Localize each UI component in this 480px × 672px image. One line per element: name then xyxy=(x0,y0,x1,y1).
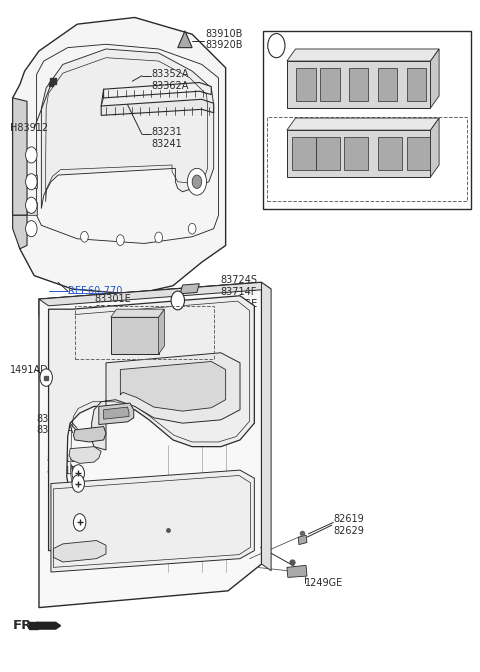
Polygon shape xyxy=(262,282,271,571)
Text: 82315D: 82315D xyxy=(58,507,96,517)
Circle shape xyxy=(192,175,202,188)
Polygon shape xyxy=(180,284,199,294)
Text: 83393A
83394A: 83393A 83394A xyxy=(36,414,74,435)
Polygon shape xyxy=(48,296,254,550)
Polygon shape xyxy=(292,137,316,171)
Polygon shape xyxy=(12,215,27,249)
Polygon shape xyxy=(378,137,402,171)
Polygon shape xyxy=(111,317,158,354)
Polygon shape xyxy=(99,403,134,425)
Text: H83912: H83912 xyxy=(10,123,48,133)
Text: 82619
82629: 82619 82629 xyxy=(333,514,364,536)
Circle shape xyxy=(187,169,206,195)
Polygon shape xyxy=(407,137,431,171)
Polygon shape xyxy=(92,353,240,450)
Polygon shape xyxy=(12,17,226,294)
Circle shape xyxy=(25,174,37,190)
Text: FR.: FR. xyxy=(12,619,37,632)
Text: 82620B
82610B: 82620B 82610B xyxy=(94,382,132,404)
Circle shape xyxy=(72,465,84,482)
Polygon shape xyxy=(287,130,431,177)
Circle shape xyxy=(25,220,37,237)
Circle shape xyxy=(73,513,86,531)
Text: 1249GE: 1249GE xyxy=(220,300,258,310)
Polygon shape xyxy=(178,31,192,48)
Polygon shape xyxy=(27,175,36,188)
Polygon shape xyxy=(321,68,339,101)
Polygon shape xyxy=(12,98,27,215)
Polygon shape xyxy=(287,565,307,577)
Polygon shape xyxy=(431,49,439,108)
Polygon shape xyxy=(36,622,60,629)
Bar xyxy=(267,117,468,200)
Polygon shape xyxy=(73,427,106,442)
Polygon shape xyxy=(39,282,271,306)
Text: 1491AD: 1491AD xyxy=(10,364,49,374)
Circle shape xyxy=(188,223,196,234)
Text: a: a xyxy=(274,40,279,50)
Polygon shape xyxy=(158,309,164,354)
Circle shape xyxy=(25,197,37,213)
Polygon shape xyxy=(39,282,259,316)
Polygon shape xyxy=(344,137,368,171)
Text: 83910B
83920B: 83910B 83920B xyxy=(205,29,243,50)
Polygon shape xyxy=(69,447,101,464)
Text: 93580C: 93580C xyxy=(348,46,386,56)
Polygon shape xyxy=(104,407,129,419)
Circle shape xyxy=(25,147,37,163)
Polygon shape xyxy=(29,622,38,629)
Text: 83231
83241: 83231 83241 xyxy=(152,128,182,149)
Polygon shape xyxy=(41,49,214,208)
Text: 83301E
83302E: 83301E 83302E xyxy=(94,294,131,315)
Text: a: a xyxy=(175,296,180,305)
Polygon shape xyxy=(120,362,226,411)
Polygon shape xyxy=(51,470,254,572)
Text: 83352A
83362A: 83352A 83362A xyxy=(152,69,189,91)
Polygon shape xyxy=(39,282,262,607)
Polygon shape xyxy=(431,118,439,177)
Polygon shape xyxy=(299,535,307,544)
Circle shape xyxy=(171,291,184,310)
Text: (W/SIDE MANUAL): (W/SIDE MANUAL) xyxy=(77,312,153,321)
Text: 82315B
82315A: 82315B 82315A xyxy=(46,454,84,476)
Bar xyxy=(75,306,214,360)
Polygon shape xyxy=(27,202,36,215)
Circle shape xyxy=(40,369,52,386)
Polygon shape xyxy=(287,118,439,130)
Text: 1249LB: 1249LB xyxy=(192,333,229,342)
Polygon shape xyxy=(378,68,397,101)
Circle shape xyxy=(72,475,84,493)
Polygon shape xyxy=(53,540,106,562)
Text: 83610B
83620B: 83610B 83620B xyxy=(80,326,115,345)
Polygon shape xyxy=(297,68,316,101)
Polygon shape xyxy=(111,309,164,317)
Polygon shape xyxy=(349,68,368,101)
Circle shape xyxy=(117,235,124,245)
Text: REF.60-770: REF.60-770 xyxy=(68,286,122,296)
Polygon shape xyxy=(101,99,214,116)
Polygon shape xyxy=(104,83,211,98)
Circle shape xyxy=(81,231,88,242)
Circle shape xyxy=(155,232,162,243)
Bar xyxy=(263,31,471,208)
Polygon shape xyxy=(407,68,426,101)
Text: 83724S
83714F: 83724S 83714F xyxy=(220,275,257,296)
Polygon shape xyxy=(287,49,439,61)
Circle shape xyxy=(268,34,285,58)
Text: (W/SEAT WARMER): (W/SEAT WARMER) xyxy=(328,104,407,113)
Polygon shape xyxy=(287,61,431,108)
Text: 93580C: 93580C xyxy=(348,129,386,139)
Text: 1249GE: 1249GE xyxy=(305,578,343,588)
Polygon shape xyxy=(316,137,339,171)
